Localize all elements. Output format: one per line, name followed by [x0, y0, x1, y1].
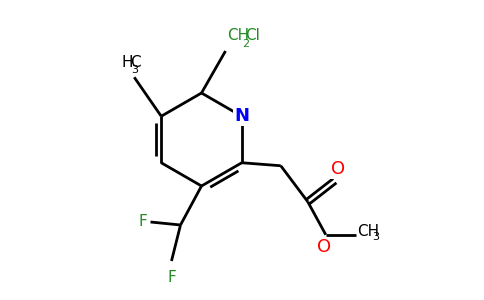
Text: O: O — [331, 160, 345, 178]
Text: 3: 3 — [131, 65, 138, 75]
Text: O: O — [317, 238, 332, 256]
Text: C: C — [131, 55, 141, 70]
Text: F: F — [167, 270, 176, 285]
Text: F: F — [139, 214, 148, 230]
Text: 2: 2 — [242, 39, 249, 49]
Text: CH: CH — [227, 28, 249, 44]
Text: N: N — [234, 107, 249, 125]
Text: 3: 3 — [372, 232, 379, 242]
Text: CH: CH — [357, 224, 379, 239]
Text: Cl: Cl — [245, 28, 260, 44]
Text: H: H — [121, 55, 133, 70]
